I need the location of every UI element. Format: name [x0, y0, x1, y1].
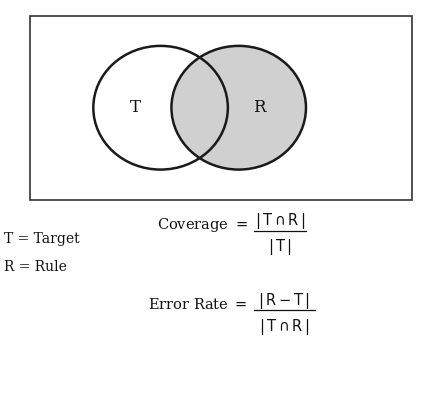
Text: T = Target: T = Target — [4, 232, 80, 247]
Circle shape — [93, 46, 228, 170]
Text: $|\,\mathrm{T}\,|$: $|\,\mathrm{T}\,|$ — [268, 237, 292, 257]
Text: Error Rate $=$: Error Rate $=$ — [148, 297, 247, 312]
Text: $|\,\mathrm{R} - \mathrm{T}\,|$: $|\,\mathrm{R} - \mathrm{T}\,|$ — [258, 291, 310, 311]
Text: Coverage $=$: Coverage $=$ — [157, 216, 247, 235]
Circle shape — [171, 46, 306, 170]
Text: R: R — [253, 99, 265, 116]
Text: R = Rule: R = Rule — [4, 260, 67, 275]
Text: $|\,\mathrm{T} \cap \mathrm{R}\,|$: $|\,\mathrm{T} \cap \mathrm{R}\,|$ — [259, 317, 309, 337]
Circle shape — [171, 46, 306, 170]
Bar — [30, 16, 412, 200]
Text: $|\,\mathrm{T} \cap \mathrm{R}\,|$: $|\,\mathrm{T} \cap \mathrm{R}\,|$ — [255, 211, 305, 231]
Text: T: T — [129, 99, 141, 116]
